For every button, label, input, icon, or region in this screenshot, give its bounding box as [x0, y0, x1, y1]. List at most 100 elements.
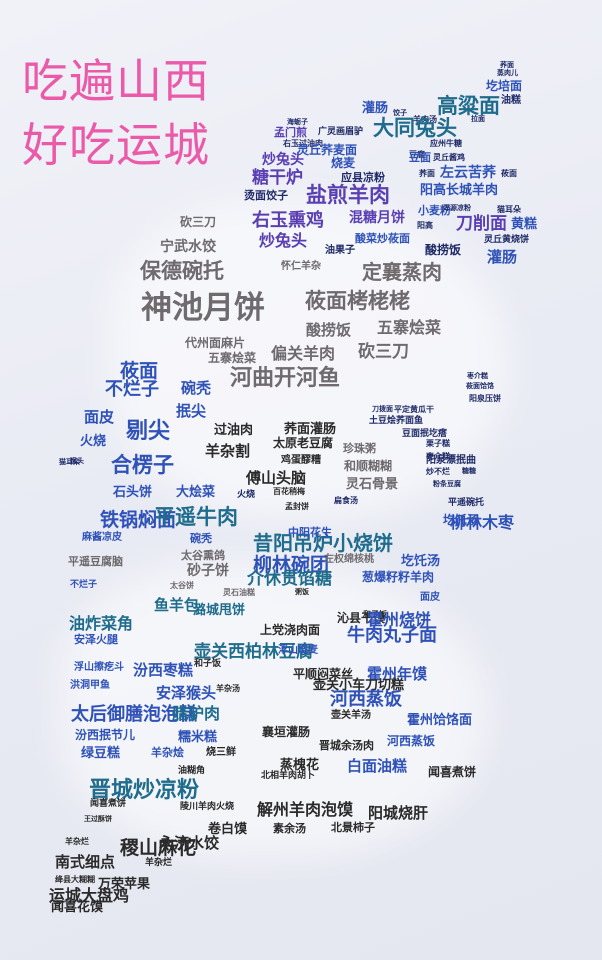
food-word: 灌肠 — [362, 101, 389, 116]
food-word: 运城大盘鸡 — [49, 886, 130, 905]
food-word: 油果子 — [325, 245, 355, 256]
food-word: 霍州饸饹面 — [407, 713, 473, 728]
food-word: 灵丘荞麦面 — [297, 143, 358, 157]
food-word: 浮山烧麦 — [278, 645, 318, 656]
food-word: 不烂子 — [105, 379, 159, 400]
food-word: 白面油糕 — [347, 757, 408, 775]
title-line-1: 吃遍山西 — [22, 54, 210, 108]
food-word: 混糖月饼 — [349, 210, 405, 226]
food-word: 阳泉漂抿曲 — [426, 455, 476, 466]
food-word: 腊驴肉 — [172, 704, 221, 723]
food-word: 石头饼 — [113, 485, 153, 500]
food-word: 太原老豆腐 — [273, 436, 334, 450]
food-word: 烧麦 — [331, 156, 356, 170]
food-word: 霍州年馍 — [367, 665, 428, 683]
food-word: 豆腐 — [409, 150, 425, 159]
food-word: 炒兔头 — [259, 231, 308, 250]
food-word: 壶关小车刀切糕 — [313, 678, 405, 693]
food-word: 莜面栲栳栳 — [305, 289, 410, 313]
food-word: 和子饭 — [194, 659, 222, 669]
food-word: 羊杂烂 — [145, 858, 173, 868]
food-word: 油糕 — [501, 95, 521, 106]
food-word: 襄垣灌肠 — [262, 725, 311, 739]
food-word: 素余汤 — [273, 822, 306, 835]
food-word: 高粱面 — [437, 94, 500, 118]
food-word: 荞面 — [500, 61, 514, 69]
food-word: 平顺闷菜丝 — [293, 667, 354, 681]
food-word: 神池月饼 — [141, 290, 265, 326]
food-word: 稷山麻花 — [120, 837, 197, 859]
food-word: 黄糕 — [511, 217, 538, 232]
food-word: 解州羊肉泡馍 — [257, 800, 354, 819]
food-word: 平遥豆腐脑 — [68, 555, 123, 568]
food-word: 盐煎羊肉 — [306, 183, 390, 207]
food-word: 过油肉 — [214, 423, 254, 438]
food-word: 羊杂烩 — [151, 746, 184, 759]
food-word: 粥饭 — [295, 588, 309, 596]
food-word: 河曲开河鱼 — [230, 366, 341, 391]
food-word: 定襄蒸肉 — [362, 260, 442, 284]
food-word: 火烧 — [237, 490, 256, 500]
food-word: 应县凉粉 — [341, 171, 385, 184]
food-word: 沁县干馍 — [337, 611, 386, 625]
food-word: 鸡蛋醪糟 — [281, 455, 321, 466]
food-word: 柳林木枣 — [450, 513, 515, 532]
food-word: 代州面麻片 — [185, 336, 246, 350]
food-word: 和子饭 — [363, 610, 387, 619]
food-word: 莜面 — [120, 360, 159, 382]
food-word: 豆面 — [409, 151, 431, 164]
food-word: 灵石油糕 — [223, 588, 255, 597]
food-word: 卷白馍 — [208, 822, 248, 837]
food-word: 汾西抿节儿 — [75, 728, 136, 742]
food-word: 昔阳吊炉小烧饼 — [253, 531, 393, 555]
food-word: 孟门煎 — [274, 126, 307, 139]
food-word: 平遥碗托 — [448, 498, 485, 508]
food-word: 壶关西柏林豆腐 — [194, 642, 313, 662]
food-word: 酸捞饭 — [425, 243, 462, 257]
food-word: 刀削面 — [456, 214, 507, 234]
food-word: 大烩菜 — [176, 485, 216, 500]
food-word: 枣介糕 — [426, 452, 450, 461]
food-word: 应州牛糖 — [430, 139, 462, 148]
food-word: 葱爆籽籽羊肉 — [362, 570, 435, 584]
food-word: 宁武水饺 — [160, 239, 216, 255]
food-word: 右玉熏鸡 — [252, 210, 324, 231]
food-word: 百花稍梅 — [273, 487, 305, 496]
food-word: 五寨烩菜 — [377, 318, 442, 337]
food-word: 陵川羊肉火烧 — [180, 802, 235, 812]
food-word: 糖干炉 — [252, 168, 303, 188]
food-word: 右玉过油肉 — [283, 139, 323, 148]
food-word: 怀仁羊杂 — [281, 261, 321, 272]
food-word: 绿豆糕 — [81, 746, 121, 761]
food-word: 油糊角 — [178, 766, 206, 776]
food-word: 平定黄瓜干 — [394, 405, 434, 414]
food-word: 介休贯馅糖 — [247, 569, 332, 589]
food-word: 灌肠 — [487, 248, 518, 266]
food-word: 羊肉汤 — [413, 115, 437, 124]
food-word: 柳林碗团 — [253, 554, 330, 576]
food-word: 永济水饺 — [159, 834, 220, 852]
food-word: 烫面饺子 — [244, 189, 288, 202]
food-word: 太谷熏鸽 — [181, 549, 225, 562]
food-word: 碗秃 — [190, 532, 212, 545]
food-word: 糯米糕 — [178, 730, 218, 745]
food-word: 太后御膳泡泡糕 — [71, 704, 197, 725]
food-word: 壶关羊汤 — [331, 710, 371, 721]
food-word: 广灵画眉驴 — [318, 127, 364, 137]
food-word: 砍三刀 — [180, 215, 217, 229]
food-word: 浮山擦疙斗 — [74, 662, 124, 673]
food-word: 鱼羊包 — [154, 596, 200, 614]
food-word: 蒸槐花 — [280, 758, 320, 773]
food-word: 牛肉丸子面 — [347, 625, 437, 646]
food-word: 万荣苹果 — [98, 877, 151, 892]
food-word: 阳高 — [417, 221, 433, 230]
food-word: 剔尖 — [126, 419, 171, 444]
food-word: 灵丘黄烧饼 — [484, 235, 530, 245]
food-word: 豆面抿圪瘩 — [402, 429, 448, 439]
food-word: 阳城烧肝 — [368, 804, 429, 822]
food-word: 晋城炒凉粉 — [89, 778, 200, 803]
food-word: 北相羊肉胡卜 — [261, 771, 316, 781]
food-word: 闻喜煮饼 — [428, 765, 477, 779]
food-word: 闻喜煮饼 — [90, 799, 127, 809]
food-word: 晋城余汤肉 — [319, 739, 374, 752]
